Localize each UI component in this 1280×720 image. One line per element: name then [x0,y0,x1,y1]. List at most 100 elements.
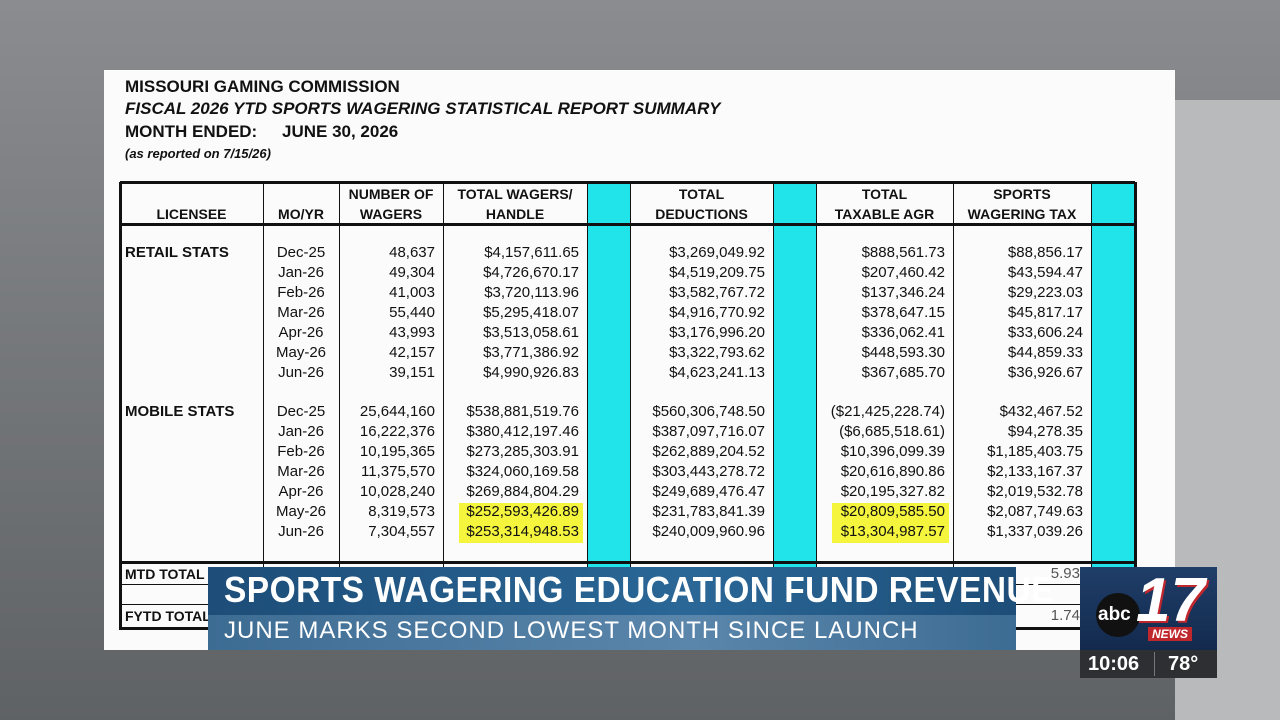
table-cell: 25,644,160 [359,403,435,420]
table-cell: $29,223.03 [1007,284,1083,301]
table-cell: $324,060,169.58 [466,463,579,480]
table-cell: $269,884,804.29 [466,483,579,500]
table-cell: $1,337,039.26 [987,523,1083,540]
column-header: NUMBER OF [348,186,434,202]
table-cell: $253,314,948.53 [466,523,579,540]
column-border [953,182,954,630]
table-cell: Dec-25 [276,403,326,420]
channel-number: 17 [1136,566,1205,635]
station-logo: abc 17 NEWS [1080,566,1217,650]
table-cell: $3,720,113.96 [484,284,579,301]
table-cell: $367,685.70 [861,364,945,381]
lower-third-headline-bar [208,567,1016,615]
table-cell: $20,616,890.86 [840,463,945,480]
table-cell: $240,009,960.96 [652,523,765,540]
table-cell: Jan-26 [278,423,324,440]
column-header: DEDUCTIONS [655,206,748,222]
table-cell: $387,097,716.07 [652,423,765,440]
column-border [773,182,774,630]
status-bar: 10:06 78° [1080,650,1217,678]
table-cell: ($6,685,518.61) [839,423,945,440]
column-header: SPORTS [993,186,1051,202]
column-border [119,182,122,630]
table-cell: $538,881,519.76 [466,403,579,420]
table-cell: $20,809,585.50 [840,503,945,520]
table-cell: May-26 [275,344,327,361]
table-cell: ($21,425,228.74) [830,403,945,420]
table-cell: Apr-26 [278,324,324,341]
column-header: MO/YR [278,206,324,222]
section-label: MOBILE STATS [125,403,235,420]
spacer-column [773,182,816,630]
table-cell: $2,133,167.37 [987,463,1083,480]
table-cell: 7,304,557 [368,523,435,540]
table-cell: $3,269,049.92 [669,244,765,261]
table-cell: $44,859.33 [1007,344,1083,361]
table-cell: $2,087,749.63 [987,503,1083,520]
table-cell: $4,157,611.65 [484,244,579,261]
table-cell: $10,396,099.39 [840,443,945,460]
table-cell: Feb-26 [277,284,325,301]
highlight [459,503,583,523]
table-cell: $5,295,418.07 [483,304,579,321]
table-cell: $378,647.15 [861,304,945,321]
column-border [630,182,631,630]
table-cell: Apr-26 [278,483,324,500]
table-cell: $43,594.47 [1007,264,1083,281]
column-border [1091,182,1092,630]
column-header: WAGERS [359,206,423,222]
table-cell: $207,460.42 [861,264,945,281]
section-label: RETAIL STATS [125,244,229,261]
table-cell: 43,993 [389,324,435,341]
table-cell: $3,582,767.72 [669,284,765,301]
table-cell: $20,195,327.82 [840,483,945,500]
table-cell: $3,176,996.20 [669,324,765,341]
table-cell: $380,412,197.46 [466,423,579,440]
spacer-column [1091,182,1135,630]
total-label: FYTD TOTAL [125,608,211,624]
table-cell: $3,513,058.61 [483,324,579,341]
table-cell: $273,285,303.91 [466,443,579,460]
table-cell: $137,346.24 [861,284,945,301]
table-cell: 48,637 [389,244,435,261]
month-label: MONTH ENDED: [125,122,258,141]
row-border [120,223,1135,226]
column-header: TOTAL [678,186,725,202]
column-border [339,182,340,630]
table-cell: 42,157 [389,344,435,361]
column-border [263,182,264,630]
column-header: HANDLE [485,206,545,222]
table-cell: Jan-26 [278,264,324,281]
table-cell: $45,817.17 [1007,304,1083,321]
table-cell: $432,467.52 [999,403,1083,420]
table-cell: Jun-26 [278,364,324,381]
table-cell: $3,771,386.92 [483,344,579,361]
subheadline: JUNE MARKS SECOND LOWEST MONTH SINCE LAU… [224,617,919,644]
lower-third-sub-bar [208,615,1016,650]
table-cell: Mar-26 [277,463,325,480]
table-cell: $33,606.24 [1007,324,1083,341]
table-cell: Feb-26 [277,443,325,460]
column-header: LICENSEE [156,206,227,222]
table-cell: 49,304 [389,264,435,281]
table-cell: $4,519,209.75 [669,264,765,281]
column-border [587,182,588,630]
total-value: 5.93 [1050,565,1080,582]
table-cell: 8,319,573 [368,503,435,520]
table-cell: $249,689,476.47 [652,483,765,500]
column-border [816,182,817,630]
note: (as reported on 7/15/26) [125,146,271,161]
table-cell: $4,726,670.17 [483,264,579,281]
table-cell: $252,593,426.89 [466,503,579,520]
table-cell: Dec-25 [276,244,326,261]
table-cell: Jun-26 [278,523,324,540]
table-cell: $2,019,532.78 [987,483,1083,500]
row-border [120,181,1135,184]
time: 10:06 [1088,653,1140,675]
temperature: 78° [1168,653,1199,675]
table-cell: $88,856.17 [1007,244,1083,261]
highlight [459,523,583,543]
table-cell: $448,593.30 [861,344,945,361]
table-cell: $231,783,841.39 [652,503,765,520]
